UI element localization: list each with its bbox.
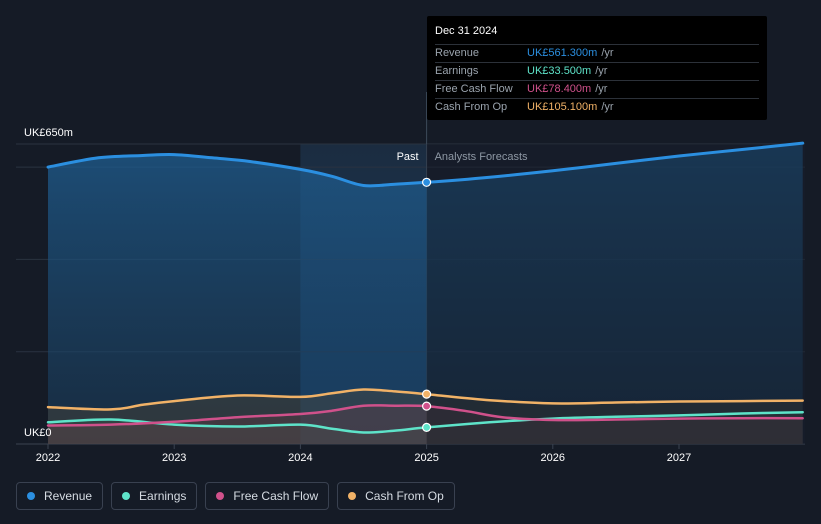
tooltip-date: Dec 31 2024 bbox=[435, 25, 498, 37]
x-tick-label: 2023 bbox=[162, 452, 186, 464]
tooltip-value: UK£105.100m bbox=[527, 101, 598, 113]
tooltip-row-revenue: Revenue UK£561.300m /yr bbox=[435, 44, 759, 62]
free-cash-flow-line bbox=[46, 404, 804, 427]
cash-from-op-dot-icon bbox=[348, 492, 357, 500]
tooltip-label: Revenue bbox=[435, 47, 480, 59]
tooltip-value: UK£561.300m bbox=[527, 47, 598, 59]
free-cash-flow-dot-icon bbox=[216, 492, 225, 500]
legend-item-free-cash-flow[interactable]: Free Cash Flow bbox=[205, 482, 330, 510]
x-tick-label: 2024 bbox=[288, 452, 312, 464]
past-label: Past bbox=[397, 151, 419, 163]
tooltip-value: UK£33.500m bbox=[527, 65, 592, 77]
tooltip-unit: /yr bbox=[601, 101, 614, 113]
tooltip-value: UK£78.400m bbox=[527, 83, 592, 95]
x-tick-label: 2025 bbox=[414, 452, 438, 464]
tooltip-label: Free Cash Flow bbox=[435, 83, 513, 95]
x-tick-label: 2027 bbox=[667, 452, 691, 464]
tooltip-label: Cash From Op bbox=[435, 101, 508, 113]
cash-from-op-marker bbox=[422, 389, 432, 399]
earnings-line bbox=[46, 410, 804, 434]
legend-label: Cash From Op bbox=[365, 489, 444, 503]
tooltip: Dec 31 2024 Revenue UK£561.300m /yr Earn… bbox=[427, 16, 767, 120]
tooltip-row-earnings: Earnings UK£33.500m /yr bbox=[435, 62, 759, 80]
legend-item-revenue[interactable]: Revenue bbox=[16, 482, 104, 510]
revenue-area bbox=[48, 143, 803, 444]
tooltip-row-free-cash-flow: Free Cash Flow UK£78.400m /yr bbox=[435, 80, 759, 98]
financials-chart: UK£650m UK£0 Past Analysts Forecasts 2022 202… bbox=[16, 92, 805, 464]
legend-label: Earnings bbox=[139, 489, 187, 503]
x-tick-label: 2026 bbox=[541, 452, 565, 464]
legend-label: Revenue bbox=[44, 489, 93, 503]
legend-item-cash-from-op[interactable]: Cash From Op bbox=[337, 482, 455, 510]
forecast-label: Analysts Forecasts bbox=[435, 151, 528, 163]
tooltip-unit: /yr bbox=[595, 65, 608, 77]
legend: Revenue Earnings Free Cash Flow Cash Fro… bbox=[16, 482, 455, 510]
revenue-marker bbox=[422, 177, 432, 187]
revenue-dot-icon bbox=[27, 492, 35, 500]
tooltip-row-cash-from-op: Cash From Op UK£105.100m /yr bbox=[435, 98, 759, 116]
earnings-marker bbox=[422, 422, 432, 432]
tooltip-label: Earnings bbox=[435, 65, 479, 77]
cash-from-op-line bbox=[46, 388, 804, 411]
earnings-dot-icon bbox=[122, 492, 131, 500]
y-axis-bottom-label: UK£0 bbox=[24, 427, 52, 439]
tooltip-unit: /yr bbox=[601, 47, 614, 59]
x-tick-label: 2022 bbox=[36, 452, 60, 464]
tooltip-unit: /yr bbox=[595, 83, 608, 95]
legend-label: Free Cash Flow bbox=[233, 489, 319, 503]
legend-item-earnings[interactable]: Earnings bbox=[111, 482, 198, 510]
y-axis-top-label: UK£650m bbox=[24, 127, 73, 139]
forecast-dim-overlay bbox=[426, 144, 805, 444]
revenue-line bbox=[46, 141, 805, 188]
free-cash-flow-marker bbox=[422, 401, 432, 411]
